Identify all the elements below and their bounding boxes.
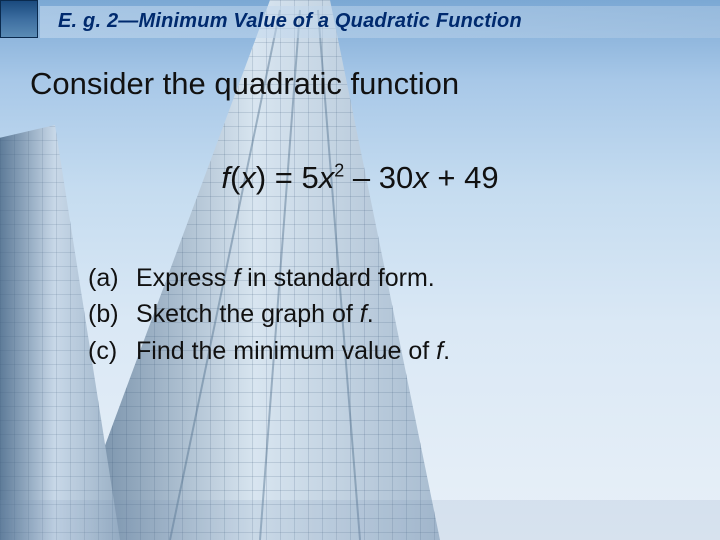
slide-title: E. g. 2—Minimum Value of a Quadratic Fun… xyxy=(58,10,522,33)
equation: f(x) = 5x2 – 30x + 49 xyxy=(30,160,690,196)
equation-linvar: x xyxy=(413,160,429,195)
equation-tail: + 49 xyxy=(429,160,499,195)
intro-text: Consider the quadratic function xyxy=(30,66,690,102)
list-item: (c) Find the minimum value of f. xyxy=(88,333,690,369)
list-text-a: Express f in standard form. xyxy=(136,260,435,296)
equation-open: ( xyxy=(230,160,240,195)
equation-sqvar: x xyxy=(319,160,335,195)
equation-fn: f xyxy=(221,160,230,195)
task-list: (a) Express f in standard form. (b) Sket… xyxy=(88,260,690,369)
equation-eq: ) = 5 xyxy=(256,160,319,195)
list-label-a: (a) xyxy=(88,260,136,296)
corner-thumbnail xyxy=(0,0,38,38)
slide-body: Consider the quadratic function f(x) = 5… xyxy=(30,60,690,369)
list-item: (a) Express f in standard form. xyxy=(88,260,690,296)
list-label-b: (b) xyxy=(88,296,136,332)
equation-exp: 2 xyxy=(334,161,344,181)
list-item: (b) Sketch the graph of f. xyxy=(88,296,690,332)
list-text-c: Find the minimum value of f. xyxy=(136,333,450,369)
equation-var1: x xyxy=(240,160,256,195)
equation-mid: – 30 xyxy=(344,160,413,195)
list-text-b: Sketch the graph of f. xyxy=(136,296,374,332)
list-label-c: (c) xyxy=(88,333,136,369)
